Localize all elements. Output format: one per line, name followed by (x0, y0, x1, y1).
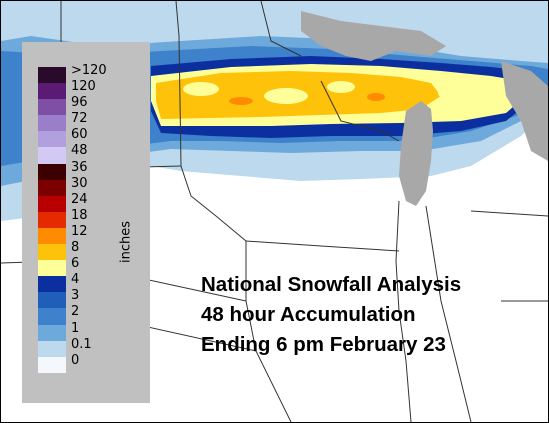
legend-bin-label: 4 (71, 272, 80, 288)
caption-title: National Snowfall Analysis (201, 273, 462, 296)
caption-duration: 48 hour Accumulation (201, 303, 416, 326)
legend-bin-label: 0 (71, 352, 80, 368)
legend-unit-label: inches (118, 220, 134, 264)
legend-swatch (38, 147, 66, 164)
legend-bin-label: 3 (71, 288, 80, 304)
legend-bin-label: 2 (71, 304, 80, 320)
legend-bin-label: 18 (71, 207, 88, 223)
snow-pocket (183, 82, 219, 96)
legend-swatch (38, 67, 66, 84)
legend-swatch (38, 324, 66, 341)
legend-bin-label: 120 (71, 79, 96, 95)
legend-swatch (38, 308, 66, 325)
legend-labels: >120 120 96 72 60 48 36 30 24 18 12 8 6 4 3 2 1 0.1 0 (71, 63, 107, 369)
snow-pocket-heavy (229, 97, 253, 105)
legend-swatch (38, 163, 66, 180)
legend-swatch (38, 195, 66, 212)
legend-bin-label: 1 (71, 320, 80, 336)
lake-michigan (399, 101, 433, 206)
legend-swatch (38, 244, 66, 261)
legend-bin-label: 30 (71, 175, 88, 191)
legend-swatch (38, 83, 66, 100)
snow-pocket (327, 81, 355, 93)
legend-swatch (38, 179, 66, 196)
legend-swatch (38, 131, 66, 148)
legend-bin-label: 48 (71, 143, 88, 159)
legend-swatches (38, 67, 66, 373)
legend-bin-label: 12 (71, 223, 88, 239)
legend-bin-label: 60 (71, 127, 88, 143)
map-caption: National Snowfall Analysis 48 hour Accum… (201, 270, 461, 360)
legend-bin-label: 8 (71, 240, 80, 256)
snow-pocket (438, 83, 494, 103)
legend-swatch (38, 356, 66, 373)
legend-bin-label: 6 (71, 256, 80, 272)
legend-bin-label: 0.1 (71, 336, 92, 352)
legend-bin-label: 72 (71, 111, 88, 127)
legend-swatch (38, 276, 66, 293)
legend-swatch (38, 99, 66, 116)
legend-swatch (38, 227, 66, 245)
legend-swatch (38, 260, 66, 277)
snow-pocket-heavy (367, 93, 385, 101)
legend-bin-label: 24 (71, 191, 88, 207)
legend-bin-label: 96 (71, 95, 88, 111)
caption-ending: Ending 6 pm February 23 (201, 333, 446, 356)
legend-swatch (38, 292, 66, 309)
lake-superior (301, 11, 446, 61)
lake-huron (501, 61, 548, 161)
legend-swatch (38, 115, 66, 132)
legend-bin-label: 36 (71, 159, 88, 175)
snow-pocket (264, 88, 308, 104)
legend-panel: >120 120 96 72 60 48 36 30 24 18 12 8 6 4 3 2 1 0.1 0 inch… (22, 42, 150, 403)
legend-swatch (38, 211, 66, 228)
legend-bin-label: >120 (71, 63, 107, 78)
legend-swatch (38, 340, 66, 357)
